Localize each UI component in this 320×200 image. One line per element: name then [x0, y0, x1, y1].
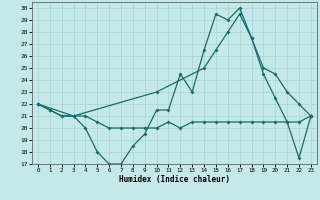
X-axis label: Humidex (Indice chaleur): Humidex (Indice chaleur) [119, 175, 230, 184]
